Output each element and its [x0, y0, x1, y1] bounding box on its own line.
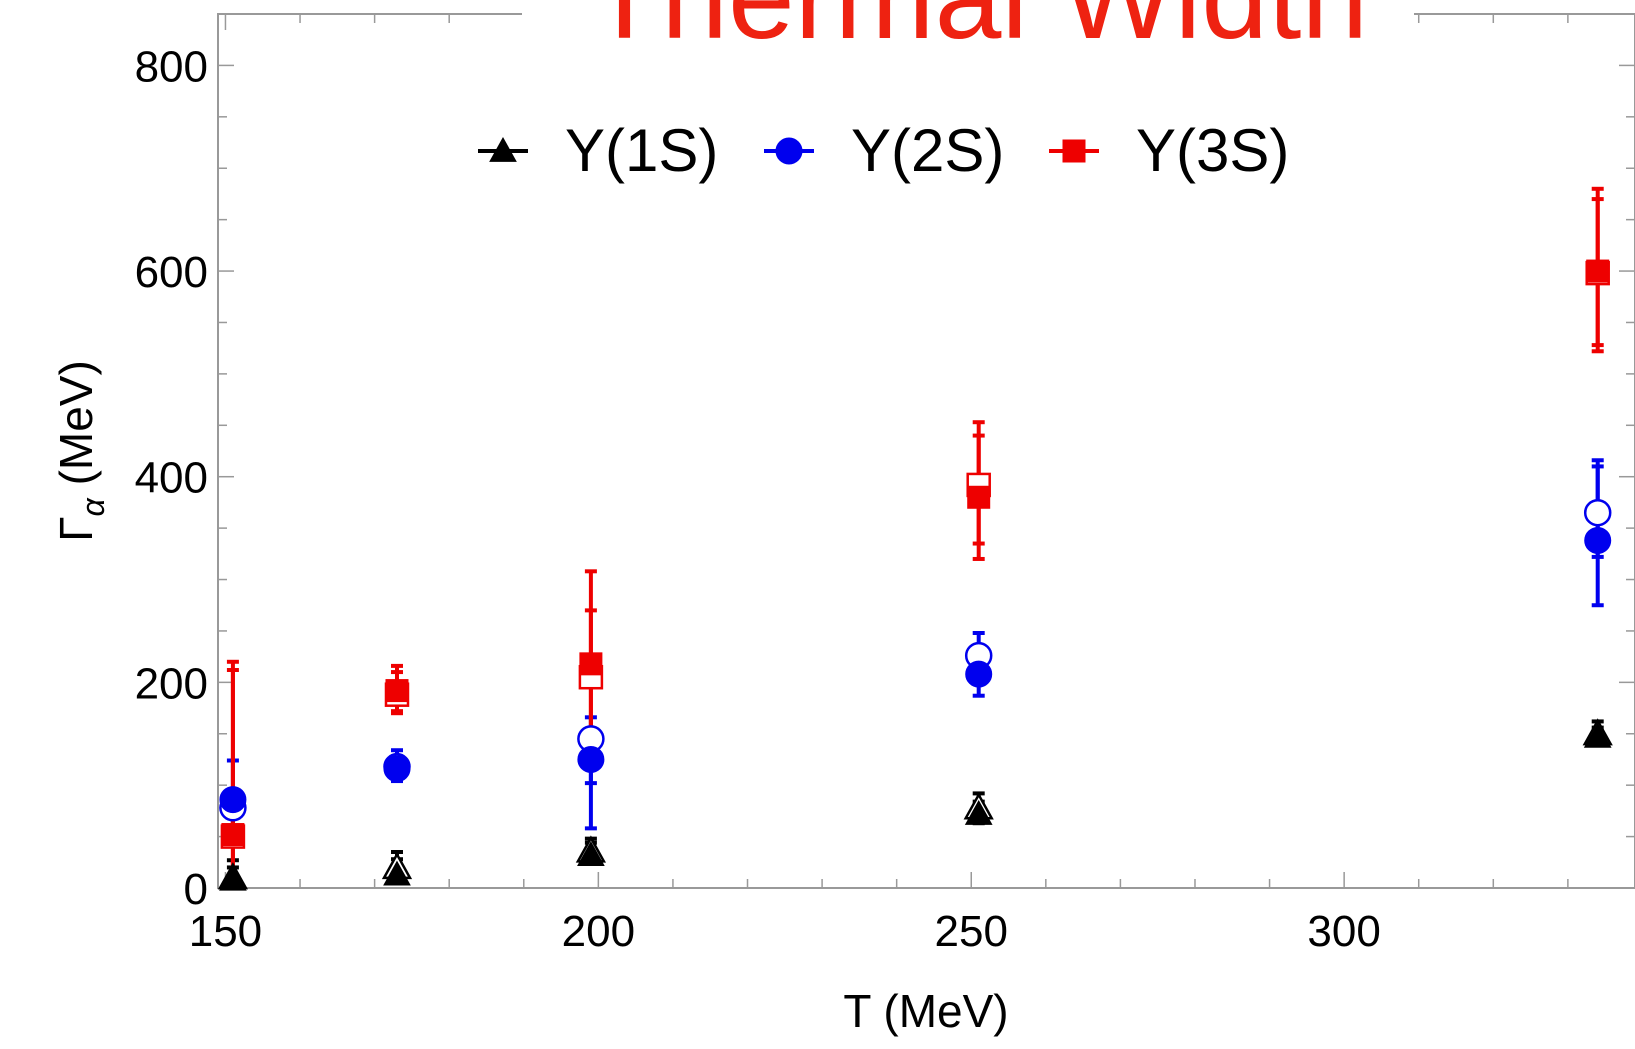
data-point-filled-square: [385, 679, 409, 703]
title-background: [522, 0, 1414, 30]
data-point-filled-circle: [577, 745, 605, 773]
data-point-filled-triangle: [219, 865, 247, 891]
y-tick-label: 0: [184, 865, 208, 914]
legend-marker-circle: [775, 137, 803, 165]
y-axis-label-unit: (MeV): [50, 360, 102, 498]
chart-title: Thermal Width: [588, 0, 1368, 64]
legend-label: Υ(1S): [565, 117, 718, 184]
y-tick-label: 800: [135, 42, 208, 91]
data-point-filled-circle: [219, 786, 247, 814]
data-point-filled-circle: [965, 660, 993, 688]
data-point-filled-triangle: [383, 860, 411, 886]
x-tick-label: 300: [1307, 907, 1380, 956]
legend-marker-square: [1062, 139, 1086, 163]
data-point-filled-triangle: [1583, 722, 1612, 748]
legend-label: Υ(3S): [1136, 117, 1289, 184]
legend-entry: Υ(2S): [764, 117, 1004, 184]
data-point-filled-square: [579, 652, 603, 676]
y-tick-label: 400: [135, 454, 208, 503]
data-point-filled-square: [1586, 259, 1610, 283]
data-point-filled-square: [967, 485, 991, 509]
y-tick-label: 200: [135, 659, 208, 708]
y-axis-label: Γα (MeV): [50, 360, 111, 542]
legend-marker-triangle: [489, 136, 517, 162]
x-axis-label: T (MeV): [843, 985, 1008, 1037]
data-point-filled-circle: [1584, 526, 1612, 554]
data-point-filled-square: [221, 823, 245, 847]
x-tick-label: 150: [189, 907, 262, 956]
y-axis-label-subscript: α: [75, 497, 111, 516]
x-tick-label: 250: [935, 907, 1008, 956]
y-tick-label: 600: [135, 248, 208, 297]
error-bars: [226, 186, 1604, 890]
data-point-filled-triangle: [577, 841, 605, 866]
data-markers: [217, 259, 1613, 891]
title-clip: Thermal Width: [588, 0, 1368, 64]
data-point-filled-triangle: [964, 799, 993, 825]
y-tick-labels: 0 200 400 600 800: [135, 42, 208, 914]
error-bar-filled: [226, 668, 239, 890]
legend-entry: Υ(3S): [1049, 117, 1289, 184]
data-point-filled-circle: [383, 755, 411, 783]
y-axis-label-symbol: Γ: [50, 516, 102, 541]
x-tick-labels: 150 200 250 300: [189, 907, 1381, 956]
legend-entry: Υ(1S): [478, 117, 718, 184]
x-tick-label: 200: [562, 907, 635, 956]
data-point-open-circle: [1583, 498, 1612, 527]
legend: Υ(1S) Υ(2S) Υ(3S): [478, 117, 1289, 184]
legend-label: Υ(2S): [851, 117, 1004, 184]
